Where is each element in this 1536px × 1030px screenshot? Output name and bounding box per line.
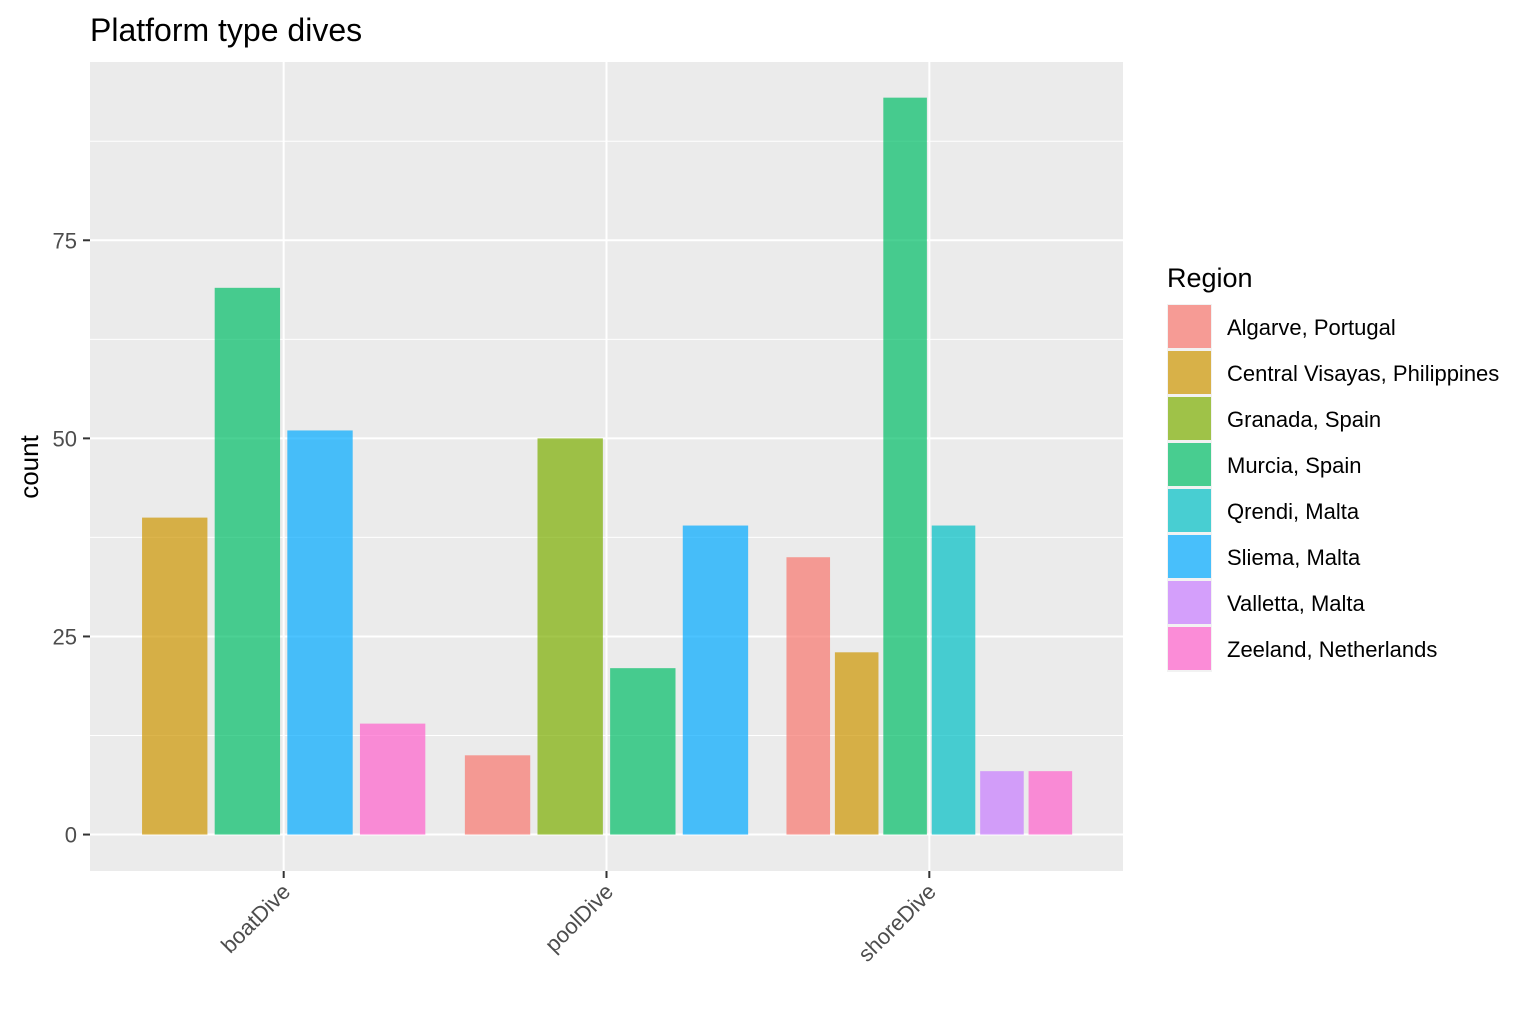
legend-label: Qrendi, Malta bbox=[1227, 499, 1360, 524]
legend-key bbox=[1168, 397, 1211, 440]
bar-poolDive-algarve-portugal bbox=[464, 755, 531, 835]
legend-label: Murcia, Spain bbox=[1227, 453, 1362, 478]
legend-label: Algarve, Portugal bbox=[1227, 315, 1396, 340]
y-tick-label: 75 bbox=[53, 228, 77, 253]
legend-key bbox=[1168, 443, 1211, 486]
legend-label: Sliema, Malta bbox=[1227, 545, 1361, 570]
legend: Region Algarve, Portugal Central Visayas,… bbox=[1167, 263, 1499, 672]
bar-shoreDive-valletta-malta bbox=[980, 771, 1024, 835]
legend-key bbox=[1168, 627, 1211, 670]
bar-shoreDive-qrendi-malta bbox=[931, 525, 976, 835]
bars bbox=[142, 97, 1073, 835]
bar-poolDive-granada-spain bbox=[537, 438, 603, 835]
bar-boatDive-sliema-malta bbox=[287, 430, 353, 835]
legend-key bbox=[1168, 489, 1211, 532]
legend-key bbox=[1168, 581, 1211, 624]
legend-title: Region bbox=[1167, 263, 1253, 293]
x-tick-label: shoreDive bbox=[853, 879, 941, 967]
bar-boatDive-murcia-spain bbox=[214, 287, 281, 835]
legend-key bbox=[1168, 351, 1211, 394]
legend-key bbox=[1168, 535, 1211, 578]
y-tick-label: 25 bbox=[53, 624, 77, 649]
y-axis: 0 25 50 75 bbox=[53, 228, 90, 848]
x-tick-label: poolDive bbox=[540, 879, 618, 957]
legend-label: Granada, Spain bbox=[1227, 407, 1381, 432]
y-tick-label: 50 bbox=[53, 426, 77, 451]
bar-boatDive-zeeland-netherlands bbox=[359, 723, 426, 835]
major-gridlines bbox=[90, 62, 1123, 871]
legend-label: Valletta, Malta bbox=[1227, 591, 1366, 616]
legend-label: Zeeland, Netherlands bbox=[1227, 637, 1437, 662]
bar-poolDive-sliema-malta bbox=[682, 525, 749, 835]
bar-shoreDive-zeeland-netherlands bbox=[1028, 771, 1073, 835]
y-tick-label: 0 bbox=[65, 823, 77, 848]
legend-items: Algarve, Portugal Central Visayas, Philip… bbox=[1167, 304, 1499, 672]
bar-boatDive-central-visayas-philippines bbox=[142, 517, 208, 835]
x-axis: boatDive poolDive shoreDive bbox=[216, 871, 941, 967]
bar-shoreDive-murcia-spain bbox=[883, 97, 927, 835]
bar-shoreDive-algarve-portugal bbox=[786, 557, 831, 835]
chart-title: Platform type dives bbox=[90, 12, 362, 48]
bar-shoreDive-central-visayas-philippines bbox=[834, 652, 879, 835]
x-tick-label: boatDive bbox=[216, 879, 295, 958]
y-axis-title: count bbox=[14, 434, 44, 498]
bar-poolDive-murcia-spain bbox=[610, 668, 676, 835]
legend-key bbox=[1168, 305, 1211, 348]
legend-label: Central Visayas, Philippines bbox=[1227, 361, 1499, 386]
